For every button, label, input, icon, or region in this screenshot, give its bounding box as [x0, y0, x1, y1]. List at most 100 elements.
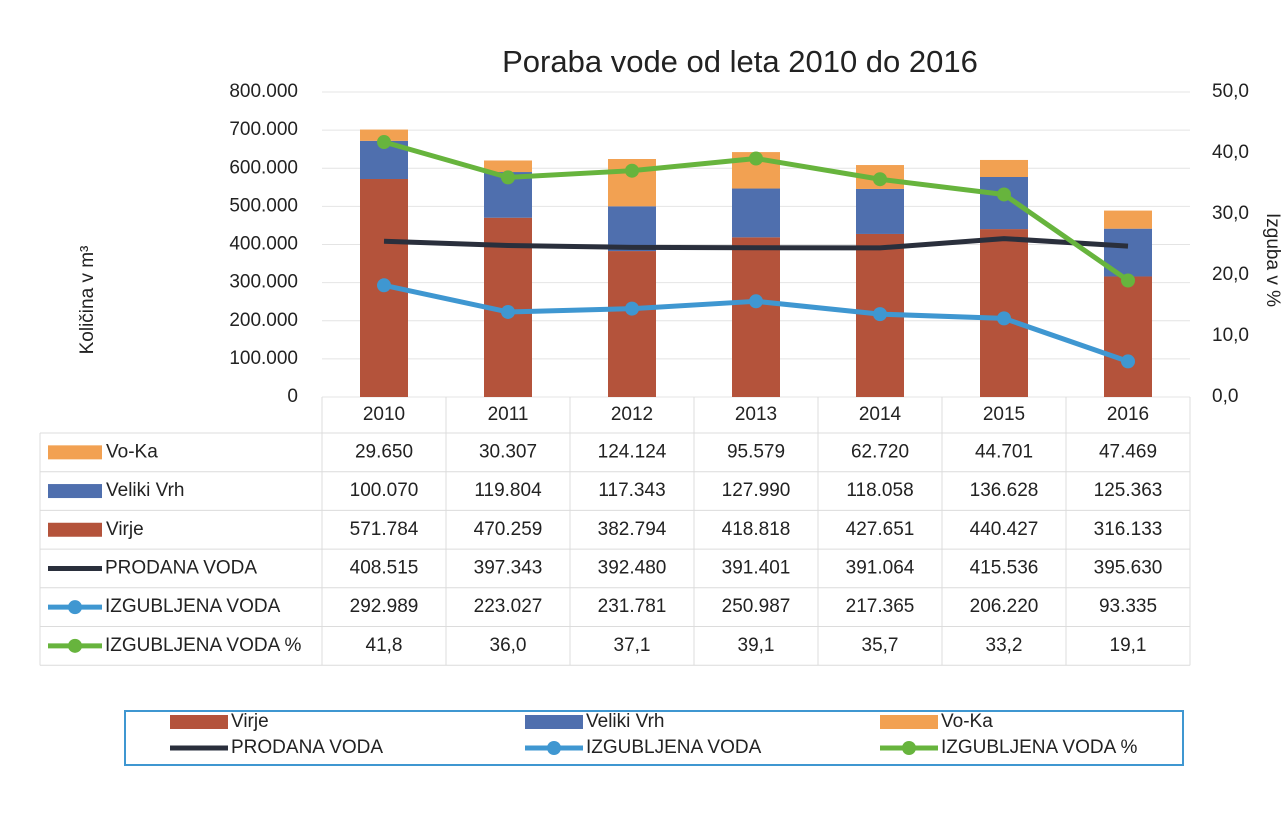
bar [484, 160, 532, 173]
marker [501, 170, 515, 185]
marker [625, 163, 639, 178]
table-cell: 136.628 [970, 480, 1039, 501]
table-cell: 39,1 [738, 635, 775, 656]
bar [980, 159, 1028, 177]
table-cell: 29.650 [355, 441, 413, 462]
y-tick-label: 500.000 [229, 195, 298, 216]
legend-swatch [48, 484, 102, 499]
table-row-label: IZGUBLJENA VODA [105, 596, 281, 617]
x-tick-label: 2013 [735, 404, 777, 425]
y-tick-label: 800.000 [229, 81, 298, 102]
chart-title: Poraba vode od leta 2010 do 2016 [502, 44, 978, 79]
legend-label: Vo-Ka [941, 711, 993, 732]
table-cell: 571.784 [350, 519, 419, 540]
table-cell: 19,1 [1110, 635, 1147, 656]
y2-tick-label: 40,0 [1212, 142, 1249, 163]
table-cell: 231.781 [598, 596, 667, 617]
bar [608, 206, 656, 252]
table-cell: 395.630 [1094, 557, 1163, 578]
marker [377, 278, 391, 293]
table-cell: 397.343 [474, 557, 543, 578]
x-tick-label: 2016 [1107, 404, 1149, 425]
y2-tick-label: 0,0 [1212, 386, 1238, 407]
table-cell: 217.365 [846, 596, 915, 617]
y2-tick-label: 30,0 [1212, 203, 1249, 224]
legend-swatch [880, 715, 938, 729]
bar [732, 237, 780, 397]
bar [856, 188, 904, 234]
y-tick-label: 0 [287, 386, 298, 407]
y-tick-label: 100.000 [229, 348, 298, 369]
table-cell: 125.363 [1094, 480, 1163, 501]
y-tick-label: 400.000 [229, 234, 298, 255]
marker [1121, 354, 1135, 369]
table-cell: 127.990 [722, 480, 791, 501]
marker [997, 187, 1011, 202]
legend-marker [547, 741, 561, 755]
table-cell: 36,0 [490, 635, 527, 656]
table-cell: 47.469 [1099, 441, 1157, 462]
x-tick-label: 2011 [488, 404, 529, 425]
table-cell: 292.989 [350, 596, 419, 617]
table-cell: 418.818 [722, 519, 791, 540]
y2-tick-label: 50,0 [1212, 81, 1249, 102]
y-tick-label: 300.000 [229, 272, 298, 293]
legend-marker [68, 600, 82, 615]
table-row-label: PRODANA VODA [105, 557, 257, 578]
y-tick-label: 200.000 [229, 310, 298, 331]
legend-label: Veliki Vrh [586, 711, 665, 732]
table-cell: 37,1 [614, 635, 651, 656]
bar [1104, 276, 1152, 397]
marker [873, 307, 887, 322]
table-cell: 392.480 [598, 557, 667, 578]
y2-tick-label: 20,0 [1212, 264, 1249, 285]
table-cell: 440.427 [970, 519, 1039, 540]
table-cell: 206.220 [970, 596, 1039, 617]
marker [997, 311, 1011, 326]
table-cell: 415.536 [970, 557, 1039, 578]
marker [625, 301, 639, 316]
line [383, 236, 1129, 251]
legend-marker [902, 741, 916, 755]
table-row-label: Vo-Ka [106, 441, 158, 462]
table-cell: 316.133 [1094, 519, 1163, 540]
legend-swatch [48, 522, 102, 537]
legend-label: Virje [231, 711, 269, 732]
table-cell: 391.064 [846, 557, 915, 578]
table-cell: 44.701 [975, 441, 1033, 462]
bar [608, 251, 656, 397]
y2-axis-label: Izguba v % [1262, 213, 1283, 307]
table-cell: 382.794 [598, 519, 667, 540]
legend-marker [68, 638, 82, 653]
y-tick-label: 600.000 [229, 157, 298, 178]
marker [749, 151, 763, 166]
legend-box [124, 710, 1184, 766]
y2-tick-label: 10,0 [1212, 325, 1249, 346]
x-tick-label: 2012 [611, 404, 653, 425]
x-tick-label: 2014 [859, 404, 902, 425]
legend-swatch [525, 715, 583, 729]
table-cell: 470.259 [474, 519, 543, 540]
marker [377, 135, 391, 150]
table-cell: 41,8 [366, 635, 403, 656]
marker [873, 172, 887, 187]
y-tick-label: 700.000 [229, 119, 298, 140]
table-cell: 95.579 [727, 441, 785, 462]
table-cell: 117.343 [598, 480, 665, 501]
marker [1121, 273, 1135, 288]
x-tick-label: 2015 [983, 404, 1025, 425]
table-cell: 62.720 [851, 441, 909, 462]
table-cell: 250.987 [722, 596, 791, 617]
bar [1104, 210, 1152, 229]
bar [732, 188, 780, 238]
marker [501, 304, 515, 319]
bar [980, 176, 1028, 230]
table-cell: 33,2 [986, 635, 1023, 656]
legend-swatch [170, 715, 228, 729]
table-cell: 408.515 [350, 557, 419, 578]
table-row-label: Virje [106, 519, 144, 540]
table-cell: 93.335 [1099, 596, 1157, 617]
table-cell: 100.070 [350, 480, 419, 501]
table-cell: 35,7 [862, 635, 899, 656]
